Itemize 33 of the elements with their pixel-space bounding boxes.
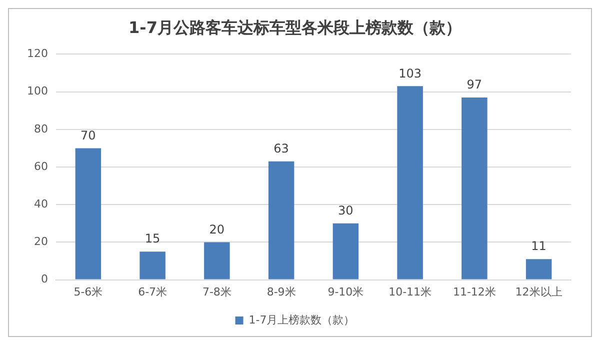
y-tick-label: 0: [40, 272, 48, 286]
x-tick-label: 8-9米: [266, 285, 296, 298]
x-tick-label: 12米以上: [515, 285, 562, 298]
data-label: 97: [466, 78, 482, 92]
data-label: 15: [144, 232, 160, 246]
data-label: 30: [338, 204, 354, 218]
y-tick-label: 80: [34, 122, 48, 136]
y-tick-label: 120: [26, 47, 48, 60]
x-tick-label: 10-11米: [388, 285, 432, 298]
bar: [140, 252, 166, 280]
bar: [204, 242, 230, 280]
bar: [75, 148, 102, 280]
data-label: 63: [274, 141, 289, 156]
data-label: 70: [80, 128, 96, 142]
y-tick-label: 40: [34, 197, 48, 210]
bar: [332, 223, 359, 280]
x-tick-label: 6-7米: [138, 285, 168, 298]
bar: [268, 161, 294, 280]
data-label: 11: [531, 239, 546, 254]
bar: [397, 86, 423, 280]
x-tick-label: 7-8米: [202, 285, 232, 298]
y-tick-label: 20: [34, 235, 48, 248]
x-tick-label: 5-6米: [74, 285, 103, 298]
y-tick-label: 60: [34, 160, 48, 173]
x-tick-label: 11-12米: [452, 285, 496, 298]
data-label: 20: [209, 222, 225, 236]
x-tick-label: 9-10米: [328, 285, 364, 298]
y-tick-label: 100: [26, 84, 48, 98]
bar: [462, 97, 488, 280]
legend-label: 1-7月上榜款数（款）: [248, 313, 355, 326]
bar: [526, 259, 552, 280]
chart-title: 1-7月公路客车达标车型各米段上榜款数（款）: [128, 18, 462, 37]
data-label: 103: [398, 66, 422, 80]
